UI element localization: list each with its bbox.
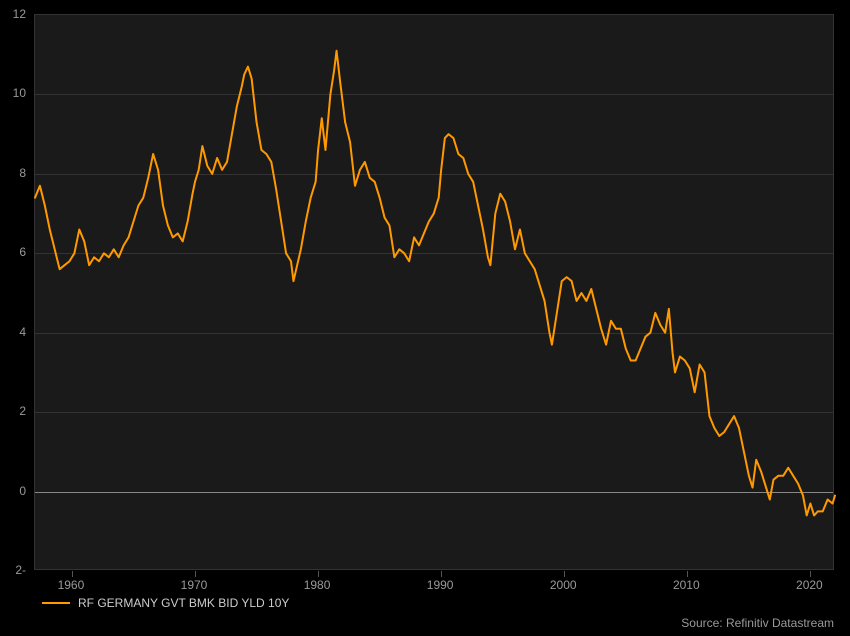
legend: RF GERMANY GVT BMK BID YLD 10Y: [42, 596, 289, 610]
plot-area: [34, 14, 834, 570]
x-tick-label: 2000: [550, 578, 577, 592]
x-tick-mark: [687, 571, 688, 577]
x-tick-label: 1960: [58, 578, 85, 592]
source-caption: Source: Refinitiv Datastream: [681, 616, 834, 630]
x-tick-mark: [72, 571, 73, 577]
x-tick-label: 1980: [304, 578, 331, 592]
x-tick-mark: [195, 571, 196, 577]
x-tick-mark: [810, 571, 811, 577]
x-tick-mark: [441, 571, 442, 577]
yield-chart: RF GERMANY GVT BMK BID YLD 10Y Source: R…: [0, 0, 850, 636]
x-tick-label: 2020: [796, 578, 823, 592]
legend-label: RF GERMANY GVT BMK BID YLD 10Y: [78, 596, 289, 610]
x-tick-label: 1970: [181, 578, 208, 592]
x-tick-mark: [564, 571, 565, 577]
x-tick-mark: [318, 571, 319, 577]
x-tick-label: 1990: [427, 578, 454, 592]
series-line: [35, 15, 835, 571]
legend-swatch: [42, 602, 70, 604]
x-tick-label: 2010: [673, 578, 700, 592]
